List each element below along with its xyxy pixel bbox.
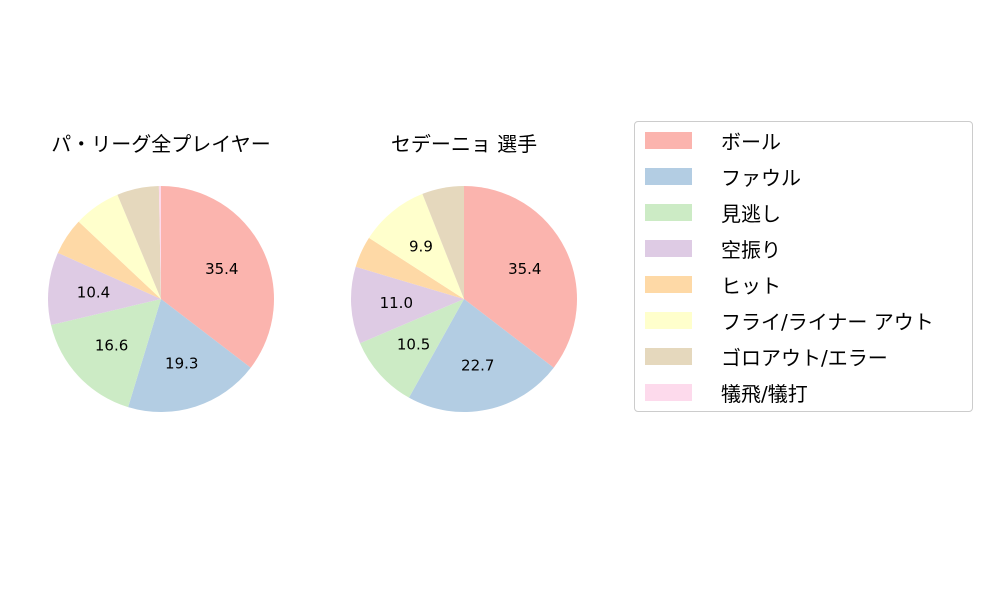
slice-value-label: 19.3 [165, 355, 198, 373]
pie-slice [368, 193, 464, 299]
slice-value-label: 9.9 [409, 238, 433, 256]
legend-swatch [645, 311, 692, 329]
legend-item-fly-liner-out: フライ/ライナー アウト [645, 308, 934, 334]
slice-value-label: 22.7 [461, 356, 494, 374]
legend-label: フライ/ライナー アウト [721, 309, 934, 334]
legend-item-called-strike: 見逃し [645, 200, 781, 226]
legend-item-sacrifice: 犠飛/犠打 [645, 380, 808, 406]
legend-swatch [645, 383, 692, 401]
legend-item-hit: ヒット [645, 272, 781, 298]
pie-slice [360, 299, 464, 398]
legend-swatch [645, 203, 692, 221]
pie-slice [158, 186, 161, 299]
legend-item-ball: ボール [645, 128, 781, 154]
slice-value-label: 10.4 [77, 284, 110, 302]
legend-swatch [645, 275, 692, 293]
legend-swatch [645, 347, 692, 365]
pie-slice [351, 266, 464, 344]
pie-slice [464, 186, 577, 368]
legend-label: ファウル [721, 165, 801, 190]
left-pie-chart: 35.4 19.3 16.6 10.4 [47, 186, 275, 412]
legend-label: ゴロアウト/エラー [721, 345, 888, 370]
legend-swatch [645, 167, 692, 185]
pie-slice [128, 299, 251, 412]
legend-label: ボール [721, 129, 781, 154]
pie-slice [161, 186, 275, 368]
slice-value-label: 10.5 [397, 335, 430, 353]
legend-label: 見逃し [721, 201, 781, 226]
pie-slice [47, 252, 161, 326]
pie-slice [355, 237, 464, 299]
legend-label: 空振り [721, 237, 781, 262]
pie-slice [117, 186, 161, 299]
slice-value-label: 35.4 [205, 260, 238, 278]
pie-slice [57, 221, 161, 299]
left-chart-title: パ・リーグ全プレイヤー [51, 132, 271, 156]
legend: ボール ファウル 見逃し 空振り ヒット フライ/ライナー アウト ゴロアウト/… [634, 121, 973, 412]
legend-swatch [645, 239, 692, 257]
pie-slice [422, 186, 464, 299]
slice-value-label: 11.0 [380, 294, 413, 312]
pie-slice [51, 299, 161, 408]
right-pie-chart: 35.4 22.7 10.5 11.0 9.9 [351, 186, 577, 412]
slice-value-label: 35.4 [508, 260, 541, 278]
pie-slice [78, 194, 161, 299]
slice-value-label: 16.6 [95, 336, 128, 354]
legend-item-foul: ファウル [645, 164, 801, 190]
pie-slice [408, 299, 554, 412]
legend-label: 犠飛/犠打 [721, 381, 808, 406]
legend-item-swinging-strike: 空振り [645, 236, 781, 262]
legend-item-ground-out-error: ゴロアウト/エラー [645, 344, 888, 370]
legend-label: ヒット [721, 273, 781, 298]
right-chart-title: セデーニョ 選手 [390, 132, 538, 156]
legend-swatch [645, 131, 692, 149]
